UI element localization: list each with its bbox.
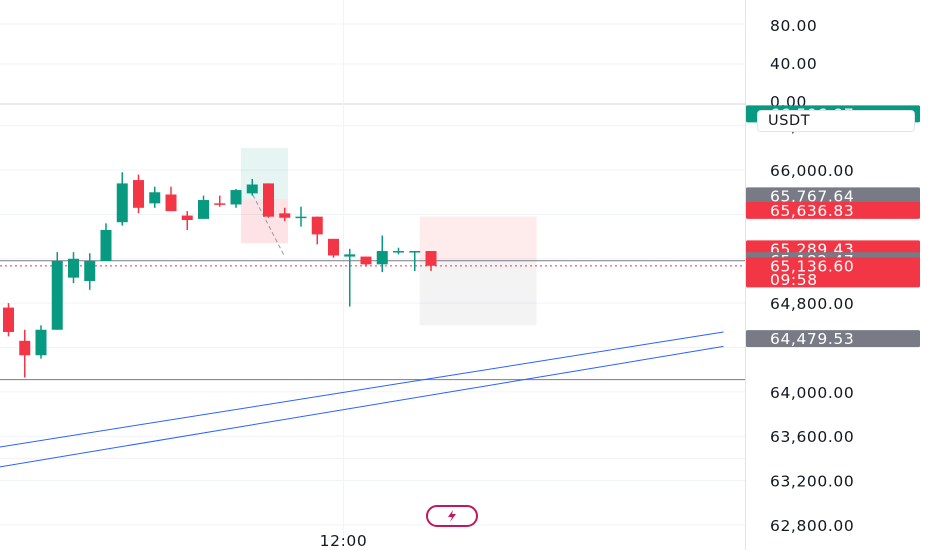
short-position-loss-zone bbox=[419, 216, 537, 262]
price-tag-label: 65,767.64 bbox=[770, 187, 854, 205]
candle-body bbox=[279, 213, 291, 218]
price-tick-label: 66,000.00 bbox=[770, 162, 854, 180]
price-tag-bg bbox=[746, 330, 920, 348]
price-tag: 65,636.83 bbox=[746, 201, 920, 220]
candle-body bbox=[214, 203, 226, 205]
price-tag-bg bbox=[746, 187, 920, 205]
price-tick-label: 62,800.00 bbox=[770, 517, 854, 535]
candle bbox=[133, 174, 144, 214]
candle-body bbox=[3, 307, 14, 332]
candle-body bbox=[165, 194, 177, 212]
trend-lines[interactable] bbox=[0, 331, 724, 469]
candle-body bbox=[149, 192, 161, 204]
price-tick-label: 63,200.00 bbox=[770, 473, 854, 491]
candle-body bbox=[246, 184, 258, 194]
price-tag-label: 65,136.60 bbox=[770, 257, 854, 275]
price-tag: 64,479.53 bbox=[746, 330, 920, 348]
candle-body bbox=[35, 329, 47, 356]
candle-body bbox=[198, 200, 209, 219]
price-tag: 65,767.64 bbox=[746, 187, 920, 205]
candle bbox=[295, 206, 307, 227]
candle-body bbox=[409, 251, 421, 253]
candle-body bbox=[133, 180, 144, 208]
candle bbox=[3, 303, 14, 337]
candle bbox=[360, 256, 372, 267]
candle-body bbox=[360, 256, 372, 265]
lightning-icon bbox=[448, 510, 456, 522]
quote-currency-label[interactable]: USDT bbox=[757, 110, 915, 132]
candle-body bbox=[393, 251, 404, 253]
candle-body bbox=[84, 261, 96, 281]
candle bbox=[51, 252, 63, 330]
candle-body bbox=[230, 190, 242, 205]
candle-body bbox=[425, 251, 437, 266]
candle bbox=[19, 329, 31, 378]
candle bbox=[279, 207, 291, 222]
price-tick-label: 63,600.00 bbox=[770, 428, 854, 446]
countdown-label: 09:58 bbox=[770, 271, 818, 289]
position-boxes[interactable] bbox=[240, 147, 537, 326]
time-axis[interactable]: 12:00 bbox=[320, 532, 368, 550]
price-tick-label: 64,000.00 bbox=[770, 384, 854, 402]
candle bbox=[214, 195, 226, 207]
candle-body bbox=[51, 261, 63, 330]
candle bbox=[393, 247, 404, 255]
candle bbox=[35, 325, 47, 359]
candle-body bbox=[295, 216, 307, 219]
candle bbox=[425, 251, 437, 271]
time-tick-label: 12:00 bbox=[320, 532, 368, 550]
short-position-profit-zone bbox=[419, 261, 537, 326]
candle bbox=[246, 178, 258, 196]
candle bbox=[68, 252, 79, 284]
candle bbox=[149, 186, 161, 208]
indicator-tick-label: 40.00 bbox=[770, 55, 817, 73]
candle bbox=[116, 172, 128, 226]
candle-body bbox=[100, 229, 112, 262]
replay-button[interactable] bbox=[426, 505, 478, 527]
price-tag-bg bbox=[746, 201, 920, 219]
candle bbox=[376, 235, 388, 273]
candle bbox=[263, 183, 274, 218]
price-tick-label: 64,800.00 bbox=[770, 295, 854, 313]
candle-body bbox=[376, 251, 388, 265]
price-tag-bg bbox=[746, 257, 920, 288]
candle-body bbox=[116, 183, 128, 223]
candle bbox=[311, 216, 323, 245]
trend-line bbox=[0, 331, 724, 448]
indicator-tick-label: 80.00 bbox=[770, 17, 817, 35]
position-path-line bbox=[252, 194, 285, 256]
chart-grid bbox=[0, 0, 745, 536]
price-axis[interactable]: 62,800.00 63,200.00 63,600.00 64,000.00 64,8… bbox=[770, 118, 854, 535]
candle-body bbox=[68, 258, 79, 278]
candle bbox=[100, 223, 112, 262]
candle bbox=[328, 238, 339, 258]
candle bbox=[181, 211, 193, 230]
candle bbox=[409, 251, 421, 271]
candle-body bbox=[328, 238, 339, 256]
candle-body bbox=[19, 340, 31, 356]
candle-body bbox=[263, 183, 274, 217]
candle bbox=[84, 253, 96, 290]
candle-body bbox=[181, 215, 193, 220]
candle-body bbox=[311, 216, 323, 235]
price-tag-label: 65,636.83 bbox=[770, 202, 854, 220]
candle bbox=[230, 188, 242, 208]
candle bbox=[198, 195, 209, 219]
horizontal-lines[interactable] bbox=[0, 260, 745, 381]
candles bbox=[3, 172, 437, 378]
candle bbox=[344, 248, 356, 307]
candle bbox=[165, 186, 177, 212]
candle-body bbox=[344, 254, 356, 257]
price-tag-label: 64,479.53 bbox=[770, 330, 854, 348]
trend-line bbox=[0, 345, 724, 468]
